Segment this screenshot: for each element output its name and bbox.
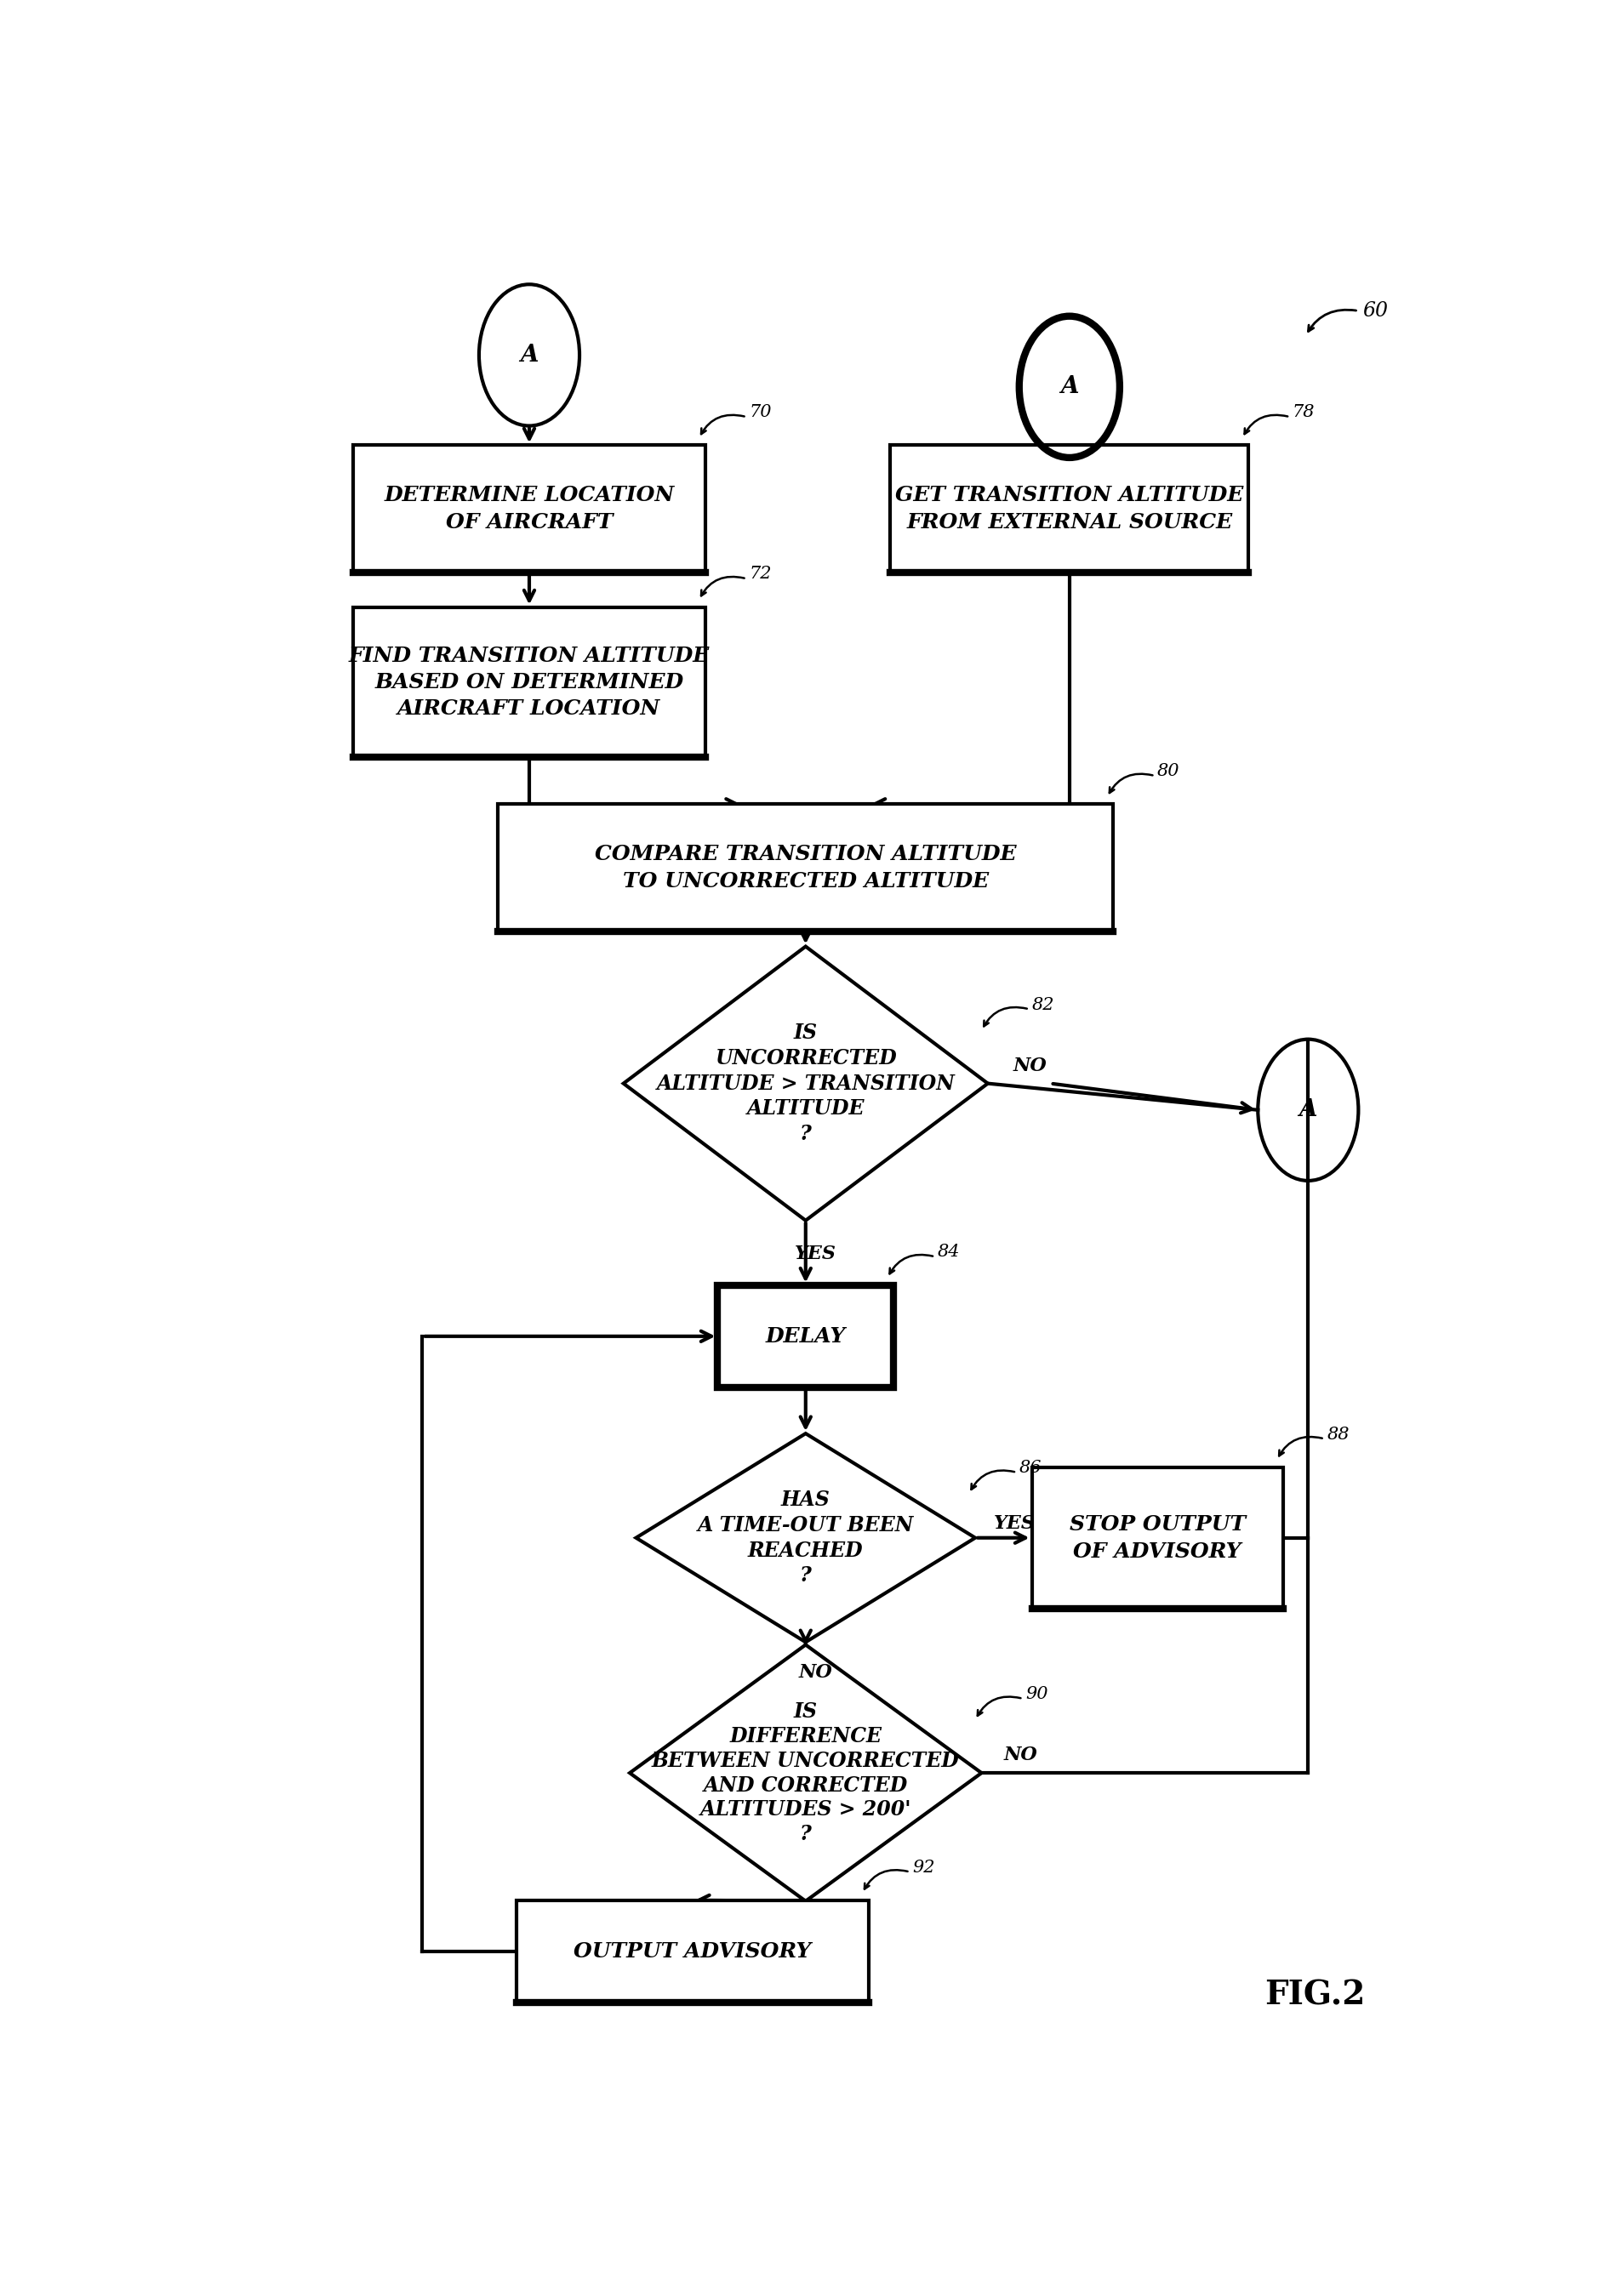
Text: A: A [1298,1097,1318,1120]
Text: DETERMINE LOCATION
OF AIRCRAFT: DETERMINE LOCATION OF AIRCRAFT [384,484,674,533]
Text: A: A [520,344,538,367]
Text: 80: 80 [1157,762,1180,778]
Text: YES: YES [794,1244,836,1263]
FancyBboxPatch shape [498,804,1114,932]
Text: FIG.2: FIG.2 [1264,1979,1365,2011]
Text: FIND TRANSITION ALTITUDE
BASED ON DETERMINED
AIRCRAFT LOCATION: FIND TRANSITION ALTITUDE BASED ON DETERM… [349,645,710,719]
Text: COMPARE TRANSITION ALTITUDE
TO UNCORRECTED ALTITUDE: COMPARE TRANSITION ALTITUDE TO UNCORRECT… [595,845,1016,891]
Text: IS
UNCORRECTED
ALTITUDE > TRANSITION
ALTITUDE
?: IS UNCORRECTED ALTITUDE > TRANSITION ALT… [657,1022,955,1143]
FancyBboxPatch shape [1031,1467,1284,1609]
Text: 88: 88 [1328,1426,1350,1442]
Text: NO: NO [1013,1056,1047,1075]
Text: GET TRANSITION ALTITUDE
FROM EXTERNAL SOURCE: GET TRANSITION ALTITUDE FROM EXTERNAL SO… [895,484,1243,533]
Text: 72: 72 [749,567,772,583]
Text: 70: 70 [749,404,772,420]
FancyBboxPatch shape [353,445,705,572]
FancyBboxPatch shape [718,1286,893,1387]
FancyBboxPatch shape [890,445,1248,572]
Text: NO: NO [1003,1745,1037,1766]
Text: DELAY: DELAY [765,1327,846,1345]
FancyBboxPatch shape [353,606,705,758]
Text: YES: YES [794,1926,836,1945]
Text: 82: 82 [1031,996,1054,1013]
Text: HAS
A TIME-OUT BEEN
REACHED
?: HAS A TIME-OUT BEEN REACHED ? [697,1490,914,1587]
Text: YES: YES [994,1515,1036,1534]
Text: 86: 86 [1020,1460,1042,1476]
Text: 92: 92 [913,1860,935,1876]
Text: STOP OUTPUT
OF ADVISORY: STOP OUTPUT OF ADVISORY [1070,1513,1245,1561]
Text: 60: 60 [1362,301,1388,321]
Text: A: A [1060,377,1078,400]
Text: NO: NO [799,1662,833,1681]
Text: 84: 84 [937,1244,960,1261]
Text: OUTPUT ADVISORY: OUTPUT ADVISORY [574,1942,812,1961]
FancyBboxPatch shape [517,1901,869,2002]
Text: 78: 78 [1292,404,1315,420]
Text: IS
DIFFERENCE
BETWEEN UNCORRECTED
AND CORRECTED
ALTITUDES > 200'
?: IS DIFFERENCE BETWEEN UNCORRECTED AND CO… [652,1701,960,1844]
Text: 90: 90 [1026,1685,1049,1701]
